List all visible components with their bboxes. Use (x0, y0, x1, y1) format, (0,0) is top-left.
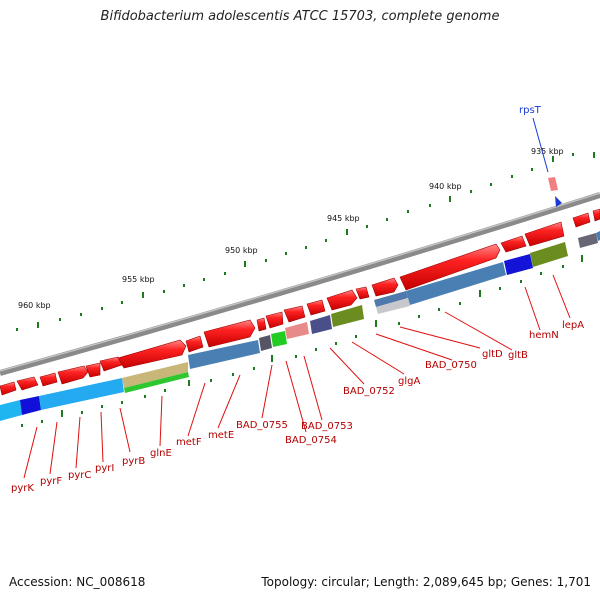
gene-label-metF: metF (176, 437, 202, 448)
block-steel (188, 340, 260, 369)
block-steel (406, 262, 506, 305)
gene-label-gltB: gltB (508, 350, 528, 361)
genome-summary: Topology: circular; Length: 2,089,645 bp… (261, 575, 591, 589)
block-pink (285, 322, 309, 339)
gene-leaders (23, 274, 571, 479)
inner-ticks (21, 255, 583, 427)
gene-rpsT[interactable] (548, 177, 562, 207)
scale-ticks (16, 152, 595, 331)
map-title: Bifidobacterium adolescentis ATCC 15703,… (100, 9, 500, 24)
gene-label-BAD_0752: BAD_0752 (343, 386, 395, 397)
feature-track (0, 231, 600, 421)
block-grey (578, 233, 598, 248)
gene-label-BAD_0750: BAD_0750 (425, 360, 477, 371)
gene-label-pyrC: pyrC (68, 470, 91, 481)
block-silver (376, 298, 410, 314)
gene-label-gltD: gltD (482, 349, 503, 360)
genome-backbone (0, 192, 600, 376)
tick-label: 960 kbp (18, 301, 51, 310)
block-olive (331, 305, 364, 327)
block-steel-light (374, 291, 408, 307)
block-cyan (0, 400, 22, 421)
gene-label-lepA: lepA (562, 320, 584, 331)
block-indigo (310, 315, 332, 334)
gene-label-BAD_0754: BAD_0754 (285, 435, 337, 446)
gene-label-glgA: glgA (398, 376, 420, 387)
gene-label-pyrK: pyrK (11, 483, 34, 494)
gene-label-rpsT[interactable]: rpsT (519, 105, 542, 116)
tick-label: 940 kbp (429, 182, 462, 191)
block-green (271, 331, 287, 347)
tick-label: 955 kbp (122, 275, 155, 284)
block-olive (122, 362, 188, 388)
tick-label: 935 kbp (531, 147, 564, 156)
gene-label-metE: metE (208, 430, 234, 441)
gene-label-pyrI: pyrI (95, 463, 114, 474)
block-grey (259, 335, 272, 351)
cds-track (0, 208, 600, 396)
block-blue (504, 254, 533, 275)
tick-label: 950 kbp (225, 246, 258, 255)
block-cyan (39, 378, 124, 410)
gene-label-BAD_0753: BAD_0753 (301, 421, 353, 432)
gene-label-glnE: glnE (150, 448, 172, 459)
block-green (124, 372, 189, 393)
block-blue (20, 396, 41, 415)
block-olive (530, 242, 568, 267)
gene-label-BAD_0755: BAD_0755 (236, 420, 288, 431)
gene-label-hemN: hemN (529, 330, 559, 341)
gene-label-pyrF: pyrF (40, 476, 62, 487)
tick-label: 945 kbp (327, 214, 360, 223)
gene-label-pyrB: pyrB (122, 456, 145, 467)
accession-text: Accession: NC_008618 (9, 575, 146, 589)
block-steel (596, 231, 600, 241)
